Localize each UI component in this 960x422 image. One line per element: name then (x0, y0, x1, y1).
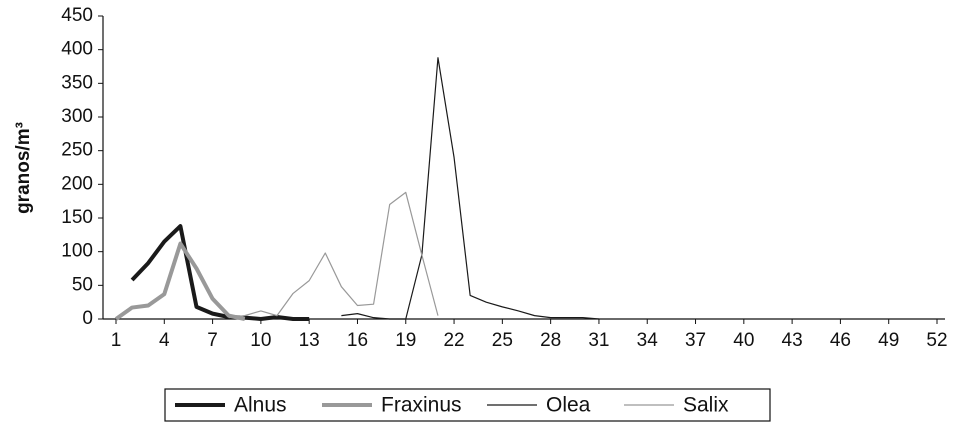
x-tick-label: 40 (733, 330, 754, 351)
y-axis-label: granos/m³ (13, 122, 34, 214)
legend-label: Salix (683, 394, 729, 417)
x-tick-label: 19 (395, 330, 416, 351)
y-tick-label: 400 (61, 39, 93, 60)
x-tick-label: 13 (299, 330, 320, 351)
y-tick-label: 150 (61, 207, 93, 228)
x-tick-label: 52 (926, 330, 947, 351)
series-line (114, 241, 246, 321)
x-tick-label: 46 (830, 330, 851, 351)
x-tick-label: 4 (159, 330, 170, 351)
y-tick-label: 50 (72, 274, 93, 295)
x-tick-label: 37 (685, 330, 706, 351)
x-tick-label: 16 (347, 330, 368, 351)
legend-label: Alnus (234, 394, 287, 417)
x-tick-label: 10 (250, 330, 271, 351)
x-tick-label: 7 (207, 330, 218, 351)
x-tick-label: 31 (588, 330, 609, 351)
series-line (228, 191, 439, 319)
y-tick-label: 450 (61, 5, 93, 26)
series-line (130, 224, 310, 321)
x-tick-label: 49 (878, 330, 899, 351)
y-tick-label: 350 (61, 72, 93, 93)
y-tick-label: 100 (61, 241, 93, 262)
legend-label: Olea (546, 394, 591, 417)
y-tick-label: 300 (61, 106, 93, 127)
x-tick-label: 22 (443, 330, 464, 351)
series-line (341, 57, 599, 320)
x-tick-label: 28 (540, 330, 561, 351)
legend-label: Fraxinus (381, 394, 462, 417)
x-tick-label: 34 (637, 330, 659, 351)
x-tick-label: 43 (782, 330, 803, 351)
y-tick-label: 200 (61, 173, 93, 194)
y-tick-label: 250 (61, 140, 93, 161)
x-tick-label: 1 (111, 330, 122, 351)
y-tick-label: 0 (82, 308, 93, 329)
x-tick-label: 25 (492, 330, 513, 351)
